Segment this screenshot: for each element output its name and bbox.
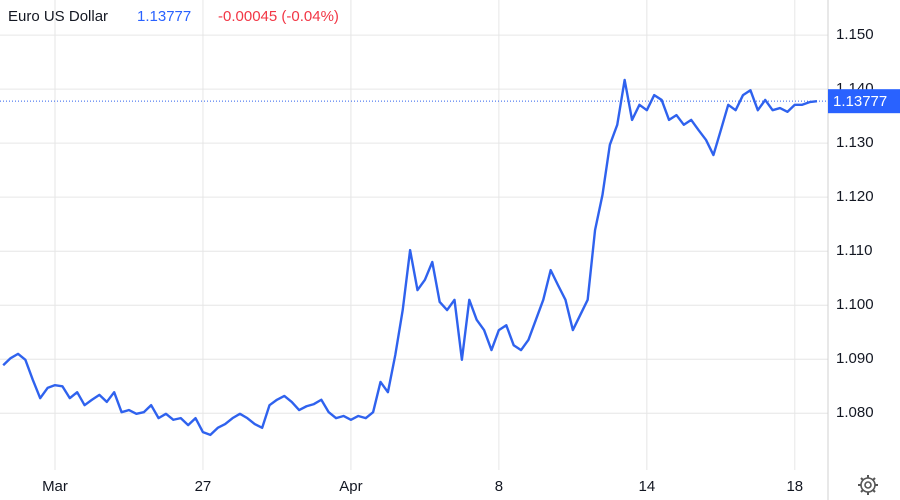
y-tick-label: 1.090 xyxy=(836,350,874,367)
y-tick-label: 1.080 xyxy=(836,404,874,421)
chart-title: Euro US Dollar xyxy=(8,8,108,25)
price-line xyxy=(2,78,818,437)
x-tick-label: Apr xyxy=(339,478,362,495)
gear-teeth xyxy=(858,475,878,495)
y-tick-label: 1.100 xyxy=(836,296,874,313)
x-tick-label: 8 xyxy=(495,478,503,495)
gear-inner xyxy=(864,481,872,489)
price-change: -0.00045 (-0.04%) xyxy=(218,8,339,25)
x-tick-label: Mar xyxy=(42,478,68,495)
settings-icon[interactable] xyxy=(858,475,878,495)
y-tick-label: 1.130 xyxy=(836,134,874,151)
gear-outer xyxy=(860,477,876,493)
last-price-tag xyxy=(828,89,900,114)
price: 1.13777 xyxy=(137,8,191,25)
x-tick-label: 14 xyxy=(638,478,655,495)
y-tick-label: 1.150 xyxy=(836,26,874,43)
last-price-label: 1.13777 xyxy=(833,93,887,110)
y-tick-label: 1.110 xyxy=(836,242,872,259)
x-tick-label: 18 xyxy=(786,478,803,495)
y-tick-label: 1.120 xyxy=(836,188,874,205)
x-tick-label: 27 xyxy=(195,478,212,495)
